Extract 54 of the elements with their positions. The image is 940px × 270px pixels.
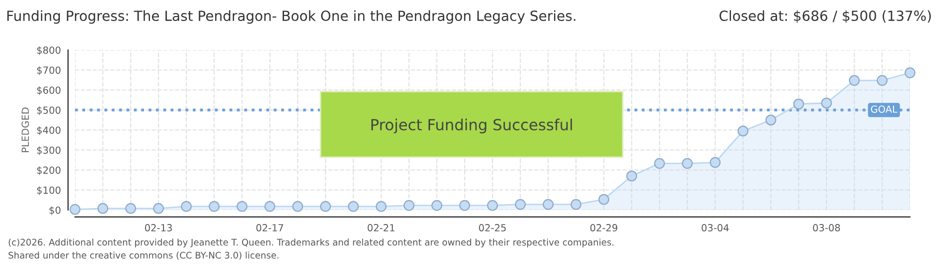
chart-subtitle: Closed at: $686 / $500 (137%) bbox=[720, 10, 931, 23]
point bbox=[153, 202, 164, 214]
chart-title: Funding Progress: The Last Pendragon- Book One in the Pendragon Legacy Series. bbox=[7, 10, 576, 24]
y-tick-label: $600 bbox=[37, 86, 60, 96]
point bbox=[236, 200, 248, 212]
point bbox=[431, 200, 442, 211]
point bbox=[626, 170, 638, 182]
point bbox=[180, 200, 192, 212]
point bbox=[459, 200, 470, 211]
point bbox=[70, 204, 80, 215]
point bbox=[376, 200, 387, 212]
y-tick-label: $700 bbox=[37, 66, 60, 76]
point bbox=[654, 158, 665, 169]
point bbox=[404, 200, 414, 211]
y-tick-label: $0 bbox=[50, 206, 60, 216]
point bbox=[904, 67, 916, 78]
x-tick-label: 02-21 bbox=[368, 224, 394, 232]
x-tick-label: 02-25 bbox=[479, 224, 506, 232]
y-tick-label: $300 bbox=[37, 146, 60, 156]
y-tick-label: $200 bbox=[37, 166, 60, 176]
y-tick-label: $800 bbox=[37, 46, 60, 56]
point bbox=[848, 74, 860, 86]
point bbox=[292, 200, 304, 212]
annotation: Project Funding Successful bbox=[371, 118, 572, 134]
point bbox=[821, 98, 832, 108]
y-axis-title: PLEDGED bbox=[22, 108, 29, 152]
point bbox=[765, 114, 776, 126]
point bbox=[208, 200, 220, 212]
x-tick-label: 03-08 bbox=[813, 224, 840, 232]
point bbox=[97, 202, 108, 214]
point bbox=[514, 198, 526, 210]
point bbox=[876, 74, 888, 86]
x-tick-label: 02-13 bbox=[145, 224, 172, 232]
text: Shared under the creative commons (CC BY-NC 3.0) license. bbox=[8, 252, 278, 260]
y-tick-label: $100 bbox=[37, 186, 60, 196]
y-tick-label: $500 bbox=[37, 106, 60, 116]
ref-line-label: GOAL bbox=[870, 105, 898, 113]
point bbox=[682, 158, 693, 169]
point bbox=[125, 202, 136, 214]
x-tick-label: 02-29 bbox=[590, 224, 618, 232]
point bbox=[598, 194, 610, 205]
point bbox=[542, 198, 554, 210]
x-tick-label: 02-17 bbox=[256, 224, 284, 232]
point bbox=[738, 126, 748, 136]
y-tick-label: $400 bbox=[37, 126, 60, 136]
text: (c)2026. Additional content provided by Jeanette T. Queen. Trademarks and related content are owned by their respective companies. bbox=[8, 238, 614, 248]
point bbox=[320, 200, 331, 212]
point bbox=[793, 98, 804, 110]
point bbox=[264, 200, 276, 212]
x-tick-label: 03-04 bbox=[702, 224, 729, 232]
point bbox=[710, 156, 721, 168]
point bbox=[487, 200, 498, 211]
point bbox=[570, 198, 582, 210]
point bbox=[348, 200, 359, 212]
